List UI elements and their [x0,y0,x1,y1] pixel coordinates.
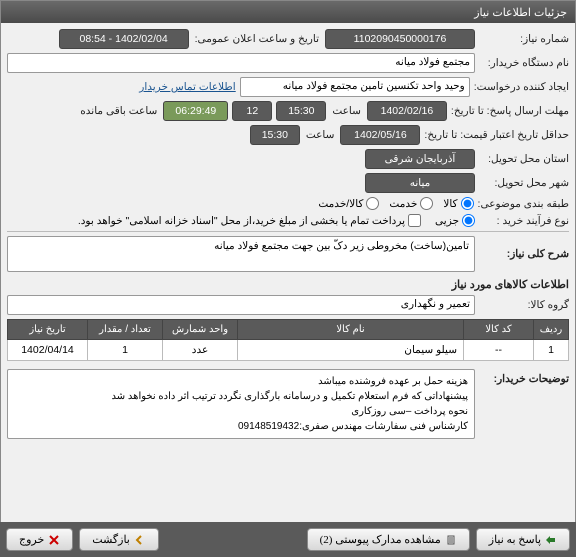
province-label: استان محل تحویل: [479,153,569,165]
city-label: شهر محل تحویل: [479,177,569,189]
buyer-org-label: نام دستگاه خریدار: [479,57,569,69]
th-code: کد کالا [464,320,534,340]
remaining-suffix: ساعت باقی مانده [78,105,159,117]
notes-line3: نحوه پرداخت –سی روزکاری [14,404,468,419]
content-area: شماره نیاز: 1102090450000176 تاریخ و ساع… [1,23,575,449]
notes-label: توضیحات خریدار: [479,369,569,385]
time-label-2: ساعت [304,129,337,141]
exit-icon [48,534,60,546]
validity-date: 1402/05/16 [340,125,420,145]
th-unit: واحد شمارش [163,320,238,340]
table-row[interactable]: 1 -- سیلو سیمان عدد 1 1402/04/14 [8,340,569,361]
announce-value: 1402/02/04 - 08:54 [59,29,189,49]
buy-type-partial-radio[interactable]: جزیی [435,214,475,227]
validity-time: 15:30 [250,125,300,145]
notes-line4: کارشناس فنی سفارشات مهندس صفری:091485194… [14,419,468,434]
group-label: گروه کالا: [479,299,569,311]
reply-icon [545,534,557,546]
remaining-days: 12 [232,101,272,121]
back-icon [134,534,146,546]
requester-value: وحید واحد تکنسین تامین مجتمع فولاد میانه [240,77,470,97]
group-value: تعمیر و نگهداری [7,295,475,315]
buyer-notes-box: هزینه حمل بر عهده فروشنده میباشد پیشنهاد… [7,369,475,439]
th-qty: تعداد / مقدار [88,320,163,340]
buyer-org-value: مجتمع فولاد میانه [7,53,475,73]
need-no-label: شماره نیاز: [479,33,569,45]
validity-label: حداقل تاریخ اعتبار قیمت: تا تاریخ: [424,129,569,141]
requester-label: ایجاد کننده درخواست: [474,81,569,93]
td-name: سیلو سیمان [238,340,464,361]
deadline-date: 1402/02/16 [367,101,447,121]
buy-type-partial-input[interactable] [462,214,475,227]
back-button[interactable]: بازگشت [79,528,159,551]
attachment-icon [445,534,457,546]
th-name: نام کالا [238,320,464,340]
exit-button[interactable]: خروج [6,528,73,551]
category-radio-group: کالا خدمت کالا/خدمت [318,197,473,210]
cat-both-input[interactable] [366,197,379,210]
city-value: میانه [365,173,475,193]
notes-line1: هزینه حمل بر عهده فروشنده میباشد [14,374,468,389]
cat-goods-input[interactable] [461,197,474,210]
separator-1 [7,231,569,232]
remaining-time: 06:29:49 [163,101,228,121]
table-header-row: ردیف کد کالا نام کالا واحد شمارش تعداد /… [8,320,569,340]
reply-button[interactable]: پاسخ به نیاز [476,528,570,551]
need-details-window: جزئیات اطلاعات نیاز شماره نیاز: 11020904… [0,0,576,557]
cat-both-radio[interactable]: کالا/خدمت [318,197,379,210]
cat-service-radio[interactable]: خدمت [389,197,433,210]
toolbar-spacer [165,528,301,551]
bottom-toolbar: پاسخ به نیاز مشاهده مدارک پیوستی (2) باز… [0,522,576,557]
deadline-label: مهلت ارسال پاسخ: تا تاریخ: [451,105,569,117]
category-label: طبقه بندی موضوعی: [478,198,569,210]
attachments-button[interactable]: مشاهده مدارک پیوستی (2) [307,528,470,551]
td-n: 1 [534,340,569,361]
cat-goods-radio[interactable]: کالا [443,197,473,210]
th-row: ردیف [534,320,569,340]
treasury-note-checkbox[interactable]: پرداخت تمام یا بخشی از مبلغ خرید،از محل … [78,214,421,227]
window-title: جزئیات اطلاعات نیاز [474,6,567,19]
desc-label: شرح کلی نیاز: [479,248,569,260]
notes-line2: پیشنهاداتی که فرم استعلام تکمیل و درساما… [14,389,468,404]
cat-service-input[interactable] [420,197,433,210]
items-section-title: اطلاعات کالاهای مورد نیاز [7,278,569,291]
deadline-time: 15:30 [276,101,326,121]
need-no-value: 1102090450000176 [325,29,475,49]
treasury-note-input[interactable] [408,214,421,227]
contact-info-link[interactable]: اطلاعات تماس خریدار [139,81,235,93]
td-date: 1402/04/14 [8,340,88,361]
desc-text: تامین(ساخت) مخروطی زیر دکّ بین جهت مجتمع… [7,236,475,272]
td-unit: عدد [163,340,238,361]
buy-type-label: نوع فرآیند خرید : [479,215,569,227]
province-value: آذربایجان شرقی [365,149,475,169]
window-titlebar: جزئیات اطلاعات نیاز [1,1,575,23]
items-table: ردیف کد کالا نام کالا واحد شمارش تعداد /… [7,319,569,361]
time-label-1: ساعت [330,105,363,117]
td-code: -- [464,340,534,361]
td-qty: 1 [88,340,163,361]
announce-label: تاریخ و ساعت اعلان عمومی: [193,33,321,45]
th-date: تاریخ نیاز [8,320,88,340]
